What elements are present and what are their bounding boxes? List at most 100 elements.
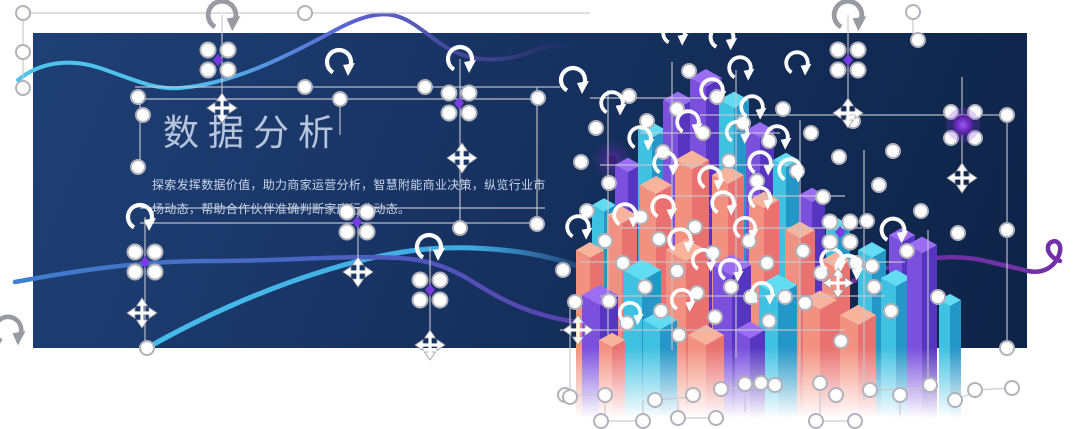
selection-handle[interactable] <box>219 41 237 59</box>
sparkle-element[interactable] <box>821 213 859 251</box>
selection-handle[interactable] <box>859 213 875 229</box>
rotate-handle-icon[interactable] <box>710 190 738 216</box>
selection-handle[interactable] <box>795 243 811 259</box>
selection-handle[interactable] <box>950 225 966 241</box>
sparkle-element[interactable] <box>411 271 449 309</box>
rotate-handle-icon[interactable] <box>0 314 26 346</box>
selection-handle[interactable] <box>647 392 663 408</box>
selection-handle[interactable] <box>562 389 578 405</box>
selection-handle[interactable] <box>135 107 151 123</box>
selection-handle[interactable] <box>637 279 653 295</box>
rotate-handle-icon[interactable] <box>725 120 751 144</box>
selection-handle[interactable] <box>199 41 217 59</box>
selection-handle[interactable] <box>670 410 686 426</box>
selection-handle[interactable] <box>885 143 901 159</box>
selection-handle[interactable] <box>866 279 882 295</box>
selection-handle[interactable] <box>579 203 595 219</box>
selection-handle[interactable] <box>297 79 313 95</box>
selection-handle[interactable] <box>15 44 31 60</box>
purple-orb[interactable] <box>953 115 973 135</box>
selection-handle[interactable] <box>713 381 729 397</box>
selection-handle[interactable] <box>829 61 847 79</box>
rotate-handle-icon[interactable] <box>558 65 589 94</box>
selection-handle[interactable] <box>573 154 589 170</box>
rotate-handle-icon[interactable] <box>699 77 727 103</box>
selection-handle[interactable] <box>943 130 959 146</box>
selection-handle[interactable] <box>431 271 449 289</box>
move-handle-icon[interactable] <box>342 256 374 288</box>
selection-handle[interactable] <box>411 291 429 309</box>
selection-handle[interactable] <box>130 159 146 175</box>
move-handle-icon[interactable] <box>562 314 594 346</box>
selection-handle[interactable] <box>849 61 867 79</box>
rotate-handle-icon[interactable] <box>125 202 156 231</box>
selection-handle[interactable] <box>530 90 546 106</box>
selection-handle[interactable] <box>761 313 777 329</box>
selection-handle[interactable] <box>737 376 753 392</box>
selection-handle[interactable] <box>146 243 164 261</box>
selection-handle[interactable] <box>567 294 583 310</box>
selection-handle[interactable] <box>15 80 31 96</box>
selection-handle[interactable] <box>947 392 963 408</box>
selection-handle[interactable] <box>707 309 723 325</box>
selection-handle[interactable] <box>669 263 685 279</box>
selection-handle[interactable] <box>723 279 739 295</box>
selection-handle[interactable] <box>862 382 878 398</box>
selection-handle[interactable] <box>615 255 631 271</box>
bar-3d[interactable] <box>599 332 625 429</box>
selection-handle[interactable] <box>864 258 880 274</box>
selection-handle[interactable] <box>849 41 867 59</box>
selection-handle[interactable] <box>651 231 667 247</box>
selection-handle[interactable] <box>943 104 959 120</box>
rotate-handle-icon[interactable] <box>667 227 695 253</box>
selection-handle[interactable] <box>338 203 356 221</box>
selection-handle[interactable] <box>139 340 155 356</box>
rotate-handle-icon[interactable] <box>652 150 680 176</box>
rotate-handle-icon[interactable] <box>718 258 744 282</box>
selection-handle[interactable] <box>967 130 983 146</box>
rotate-handle-icon[interactable] <box>697 165 725 191</box>
move-handle-icon[interactable] <box>946 162 978 194</box>
selection-handle[interactable] <box>721 153 737 169</box>
move-handle-icon[interactable] <box>206 92 238 124</box>
rotate-handle-icon[interactable] <box>618 301 644 325</box>
rotate-handle-icon[interactable] <box>205 0 241 32</box>
selection-handle[interactable] <box>332 91 348 107</box>
sparkle-element[interactable] <box>440 84 478 122</box>
selection-handle[interactable] <box>601 293 617 309</box>
selection-handle[interactable] <box>297 5 313 21</box>
selection-handle[interactable] <box>847 413 863 429</box>
selection-handle[interactable] <box>687 219 703 235</box>
selection-handle[interactable] <box>821 233 839 251</box>
rotate-handle-icon[interactable] <box>691 248 717 272</box>
rotate-handle-icon[interactable] <box>414 232 445 261</box>
rotate-handle-icon[interactable] <box>670 288 696 312</box>
selection-handle[interactable] <box>831 149 847 165</box>
selection-handle[interactable] <box>358 203 376 221</box>
selection-handle[interactable] <box>833 333 849 349</box>
selection-handle[interactable] <box>967 382 983 398</box>
selection-handle[interactable] <box>797 295 813 311</box>
selection-handle[interactable] <box>899 243 915 259</box>
sparkle-element[interactable] <box>829 41 867 79</box>
selection-handle[interactable] <box>219 61 237 79</box>
selection-handle[interactable] <box>440 84 458 102</box>
selection-handle[interactable] <box>146 263 164 281</box>
move-handle-icon[interactable] <box>126 297 158 329</box>
selection-handle[interactable] <box>681 63 697 79</box>
selection-handle[interactable] <box>753 375 769 391</box>
rotate-handle-icon[interactable] <box>650 194 678 220</box>
selection-handle[interactable] <box>905 4 921 20</box>
selection-handle[interactable] <box>588 120 604 136</box>
selection-handle[interactable] <box>126 263 144 281</box>
move-handle-icon[interactable] <box>832 97 864 129</box>
selection-handle[interactable] <box>15 5 31 21</box>
selection-handle[interactable] <box>708 410 724 426</box>
selection-handle[interactable] <box>999 340 1015 356</box>
selection-handle[interactable] <box>910 32 926 48</box>
rotate-handle-icon[interactable] <box>612 202 640 228</box>
selection-handle[interactable] <box>777 289 793 305</box>
selection-handle[interactable] <box>808 413 824 429</box>
selection-handle[interactable] <box>685 387 701 403</box>
selection-handle[interactable] <box>930 289 946 305</box>
